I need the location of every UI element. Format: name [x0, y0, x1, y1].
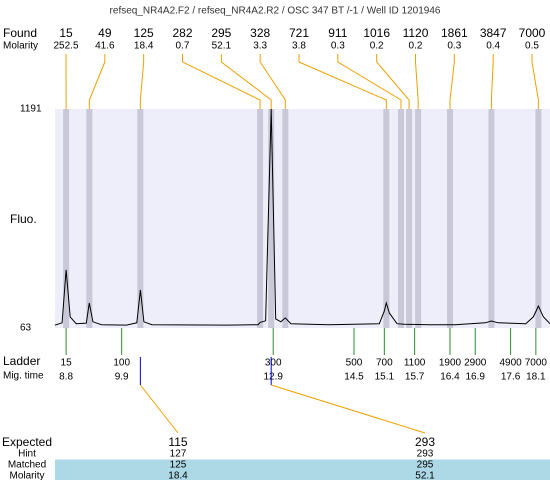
ladder-time: 9.9	[115, 372, 129, 383]
peak-size: 328	[250, 26, 270, 40]
row-label: Expected	[2, 435, 52, 449]
peak-connector	[449, 54, 455, 109]
peak-connector	[220, 54, 272, 109]
trace	[54, 108, 550, 326]
peak-size: 1016	[363, 26, 390, 40]
peak-molarity: 0.3	[447, 41, 461, 52]
match-connector	[139, 384, 179, 434]
expected-hint: 293	[417, 449, 434, 460]
peak-band	[446, 109, 453, 328]
ladder-time: 16.4	[440, 372, 460, 383]
ladder-size: 15	[61, 358, 73, 369]
peak-band	[406, 109, 413, 328]
ladder-label: Ladder	[3, 354, 40, 368]
peak-size: 15	[59, 26, 73, 40]
peak-molarity: 3.3	[253, 41, 267, 52]
peak-molarity: 0.3	[331, 41, 345, 52]
peak-connector	[490, 54, 494, 109]
expected-expected: 293	[415, 435, 435, 449]
expected-molarity: 52.1	[415, 471, 435, 480]
peak-band	[535, 109, 542, 328]
peak-size: 125	[134, 26, 154, 40]
expected-matched: 125	[170, 460, 187, 471]
peak-band	[137, 109, 144, 328]
expected-hint: 127	[170, 449, 187, 460]
ladder-size: 500	[346, 358, 363, 369]
peak-band	[63, 109, 70, 328]
peak-band	[488, 109, 495, 328]
peak-band	[397, 109, 404, 328]
peak-band	[383, 109, 390, 328]
ladder-time: 14.5	[344, 372, 364, 383]
peak-connector	[337, 54, 402, 109]
ladder-size: 7000	[525, 358, 548, 369]
peak-molarity: 0.7	[176, 41, 190, 52]
ladder-size: 4900	[499, 358, 522, 369]
peak-molarity: 18.4	[134, 41, 154, 52]
peak-molarity: 0.2	[409, 41, 423, 52]
expected-molarity: 18.4	[168, 471, 188, 480]
molarity-label: Molarity	[3, 41, 38, 52]
row-label: Molarity	[9, 471, 44, 480]
ladder-size: 300	[265, 358, 282, 369]
peak-size: 911	[328, 26, 347, 40]
ladder-time: 15.7	[405, 372, 425, 383]
highlight-row	[55, 459, 550, 471]
peak-connector	[531, 54, 539, 109]
y-label: Fluo.	[10, 212, 37, 226]
row-label: Hint	[18, 449, 36, 460]
ladder-time: 18.1	[526, 372, 546, 383]
highlight-row	[55, 470, 550, 480]
peak-connector	[182, 54, 261, 109]
plot-area	[55, 109, 550, 328]
peak-connector	[139, 54, 145, 109]
mig-time-label: Mig. time	[3, 371, 44, 382]
peak-size: 3847	[480, 26, 507, 40]
ladder-time: 8.8	[59, 372, 73, 383]
match-connector	[271, 384, 426, 434]
y-tick-label: 63	[20, 323, 32, 334]
expected-matched: 295	[417, 460, 434, 471]
ladder-size: 2900	[464, 358, 487, 369]
expected-expected: 115	[168, 435, 187, 449]
ladder-size: 1900	[439, 358, 462, 369]
peak-connector	[88, 54, 106, 109]
peak-size: 1861	[441, 26, 468, 40]
peak-size: 1120	[403, 26, 429, 40]
found-label: Found	[3, 26, 37, 40]
title: refseq_NR4A2.F2 / refseq_NR4A2.R2 / OSC …	[110, 6, 441, 17]
peak-size: 7000	[519, 26, 546, 40]
ladder-size: 100	[113, 358, 130, 369]
peak-molarity: 0.2	[370, 41, 384, 52]
y-tick-label: 1191	[20, 104, 42, 115]
peak-connector	[259, 54, 286, 109]
peak-molarity: 3.8	[292, 41, 306, 52]
ladder-size: 700	[376, 358, 393, 369]
peak-band	[282, 109, 289, 328]
ladder-time: 12.9	[263, 372, 283, 383]
peak-band	[257, 109, 264, 328]
peak-connector	[376, 54, 410, 109]
ladder-time: 15.1	[375, 372, 395, 383]
peak-molarity: 52.1	[212, 41, 232, 52]
ladder-time: 17.6	[501, 372, 521, 383]
peak-band	[415, 109, 422, 328]
ladder-size: 1100	[404, 358, 426, 369]
peak-connector	[415, 54, 419, 109]
peak-molarity: 0.5	[525, 41, 539, 52]
peak-molarity: 252.5	[53, 41, 78, 52]
peak-size: 49	[98, 26, 112, 40]
peak-band	[268, 109, 275, 328]
peak-band	[86, 109, 93, 328]
row-label: Matched	[8, 460, 46, 471]
peak-molarity: 41.6	[95, 41, 115, 52]
peak-size: 721	[289, 26, 309, 40]
peak-molarity: 0.4	[486, 41, 500, 52]
peak-size: 295	[211, 26, 231, 40]
peak-size: 282	[172, 26, 192, 40]
peak-connector	[298, 54, 387, 109]
ladder-time: 16.9	[466, 372, 486, 383]
